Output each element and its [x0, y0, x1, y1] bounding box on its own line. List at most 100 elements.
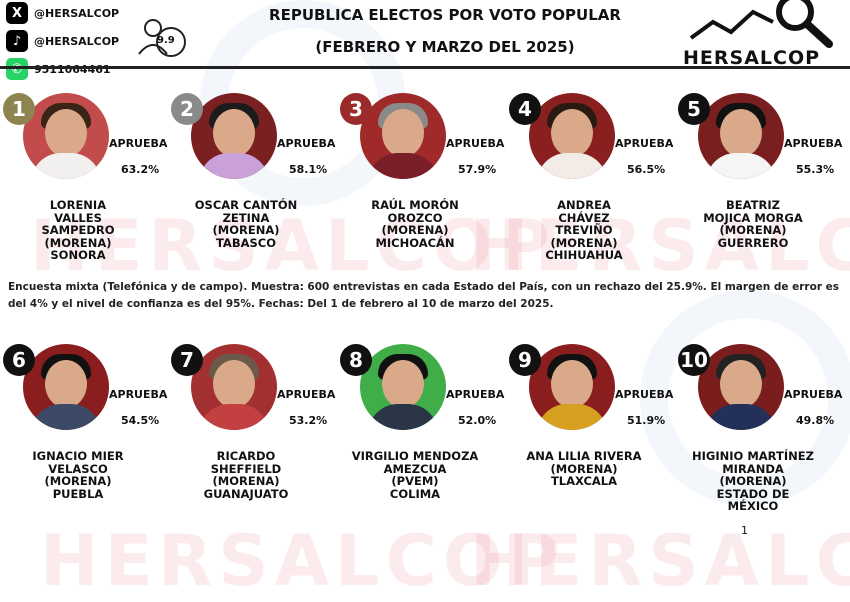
title-line-1: REPUBLICA ELECTOS POR VOTO POPULAR	[269, 6, 621, 24]
candidate-name-line: TLAXCALA	[550, 474, 618, 488]
page-number: 1	[741, 524, 748, 537]
watermark-text: HERSALCOP	[470, 520, 850, 602]
candidate-name-line: AMEZCUA	[383, 461, 447, 476]
rank-badge: 7	[171, 344, 203, 376]
candidate-photo	[191, 344, 277, 430]
candidate-name: IGNACIO MIER VELASCO (MORENA) PUEBLA	[3, 450, 153, 500]
candidate-name-line: MICHOACÁN	[375, 235, 455, 250]
approval-label: APRUEBA	[109, 388, 168, 401]
candidate-card: 6 APRUEBA 54.5% IGNACIO MIER VELASCO (MORENA)…	[3, 336, 185, 506]
magnifier-trend-icon	[689, 0, 833, 48]
candidate-name-line: CHÁVEZ	[558, 210, 610, 225]
candidate-photo	[23, 93, 109, 179]
approval-label: APRUEBA	[277, 388, 336, 401]
candidate-name-line: PUEBLA	[52, 486, 104, 501]
approval-percentage: 53.2%	[289, 414, 328, 427]
candidate-card: 3 APRUEBA 57.9% RAÚL MORÓN OROZCO (MORENA) MIC…	[340, 85, 522, 255]
person-clipboard-icon	[138, 19, 186, 57]
header-divider	[0, 66, 850, 69]
candidate-name-line: IGNACIO MIER	[32, 449, 124, 463]
rank-badge: 8	[340, 344, 372, 376]
approval-percentage: 58.1%	[289, 163, 328, 176]
watermark-text: HERSALCOP	[30, 205, 556, 287]
candidate-name-line: (MORENA)	[719, 223, 787, 237]
candidate-name-line: (MORENA)	[44, 474, 112, 488]
candidate-card: 2 APRUEBA 58.1% OSCAR CANTÓN ZETINA (MORENA) T…	[171, 85, 353, 255]
approval-label: APRUEBA	[109, 137, 168, 150]
approval-label: APRUEBA	[784, 137, 843, 150]
approval-percentage: 56.5%	[627, 163, 666, 176]
approval-percentage: 57.9%	[458, 163, 497, 176]
watermark-text: HERSALCOP	[470, 205, 850, 287]
candidate-photo	[698, 93, 784, 179]
candidate-name: BEATRIZ MOJICA MORGA (MORENA) GUERRERO	[678, 199, 828, 249]
candidate-name-line: OROZCO	[387, 210, 443, 225]
candidate-name-line: HIGINIO MARTÍNEZ	[692, 449, 814, 463]
approval-label: APRUEBA	[615, 388, 674, 401]
social-row: X @HERSALCOP	[6, 0, 119, 26]
candidate-name-line: TREVIÑO	[555, 223, 613, 237]
candidate-name-line: SAMPEDRO	[41, 223, 115, 237]
candidate-name-line: CHIHUAHUA	[545, 248, 623, 262]
approval-percentage: 51.9%	[627, 414, 666, 427]
candidate-name: VIRGILIO MENDOZA AMEZCUA (PVEM) COLIMA	[340, 450, 490, 500]
candidate-name-line: VELASCO	[48, 461, 108, 476]
candidate-name: OSCAR CANTÓN ZETINA (MORENA) TABASCO	[171, 199, 321, 249]
candidate-name-line: SHEFFIELD	[210, 461, 282, 476]
candidate-name: RICARDO SHEFFIELD (MORENA) GUANAJUATO	[171, 450, 321, 500]
rating-badge: 9.9	[135, 14, 191, 64]
candidate-name-line: MOJICA MORGA	[703, 210, 803, 225]
candidate-name-line: ESTADO DE	[716, 486, 790, 501]
candidate-name-line: OSCAR CANTÓN	[194, 198, 298, 212]
approval-percentage: 49.8%	[796, 414, 835, 427]
candidate-name-line: (MORENA)	[381, 223, 449, 237]
candidate-name-line: (MORENA)	[550, 461, 618, 476]
social-handle-text: @HERSALCOP	[34, 6, 120, 20]
approval-label: APRUEBA	[277, 137, 336, 150]
candidate-name-line: (MORENA)	[550, 235, 618, 250]
candidate-name: ANDREA CHÁVEZ TREVIÑO (MORENA) CHIHUAHUA	[509, 199, 659, 262]
candidate-name-line: MIRANDA	[722, 461, 784, 476]
candidate-name-line: VALLES	[54, 210, 102, 225]
social-handle-text: @HERSALCOP	[34, 34, 120, 48]
candidate-name-line: MÉXICO	[727, 499, 779, 513]
rank-badge: 3	[340, 93, 372, 125]
approval-percentage: 54.5%	[121, 414, 160, 427]
candidate-card: 9 APRUEBA 51.9% ANA LILIA RIVERA (MORENA) TLA…	[509, 336, 691, 506]
approval-label: APRUEBA	[446, 388, 505, 401]
social-row: ✆ 9511064461	[6, 56, 119, 82]
candidate-card: 5 APRUEBA 55.3% BEATRIZ MOJICA MORGA (MORENA)…	[678, 85, 850, 255]
candidate-name-line: TABASCO	[215, 235, 276, 250]
whatsapp-icon: ✆	[6, 58, 28, 80]
candidate-name: LORENIA VALLES SAMPEDRO (MORENA) SONORA	[3, 199, 153, 262]
rating-value: 9.9	[157, 35, 175, 46]
methodology-note: Encuesta mixta (Telefónica y de campo). …	[8, 281, 840, 310]
rank-badge: 4	[509, 93, 541, 125]
candidate-name-line: RAÚL MORÓN	[371, 198, 459, 212]
approval-label: APRUEBA	[615, 137, 674, 150]
candidate-name-line: (MORENA)	[719, 474, 787, 488]
tiktok-icon: ♪	[6, 30, 28, 52]
approval-percentage: 52.0%	[458, 414, 497, 427]
rank-badge: 2	[171, 93, 203, 125]
candidate-name-line: ANA LILIA RIVERA	[526, 449, 642, 463]
rank-badge: 10	[678, 344, 710, 376]
candidate-name: RAÚL MORÓN OROZCO (MORENA) MICHOACÁN	[340, 199, 490, 249]
candidate-name-line: VIRGILIO MENDOZA	[351, 449, 479, 463]
logo	[683, 0, 843, 66]
x-icon: X	[6, 2, 28, 24]
candidate-name-line: GUANAJUATO	[203, 486, 289, 501]
candidate-name-line: LORENIA	[49, 198, 107, 212]
candidate-photo	[360, 344, 446, 430]
candidate-name: HIGINIO MARTÍNEZ MIRANDA (MORENA) ESTADO DE…	[678, 450, 828, 513]
approval-label: APRUEBA	[784, 388, 843, 401]
candidate-name: ANA LILIA RIVERA (MORENA) TLAXCALA	[509, 450, 659, 488]
candidate-name-line: (PVEM)	[391, 474, 439, 488]
candidate-photo	[529, 93, 615, 179]
rank-badge: 5	[678, 93, 710, 125]
candidate-card: 8 APRUEBA 52.0% VIRGILIO MENDOZA AMEZCUA (PVE…	[340, 336, 522, 506]
candidate-name-line: ANDREA	[557, 198, 611, 212]
approval-label: APRUEBA	[446, 137, 505, 150]
candidate-name-line: ZETINA	[222, 210, 270, 225]
candidate-name-line: SONORA	[50, 248, 106, 262]
